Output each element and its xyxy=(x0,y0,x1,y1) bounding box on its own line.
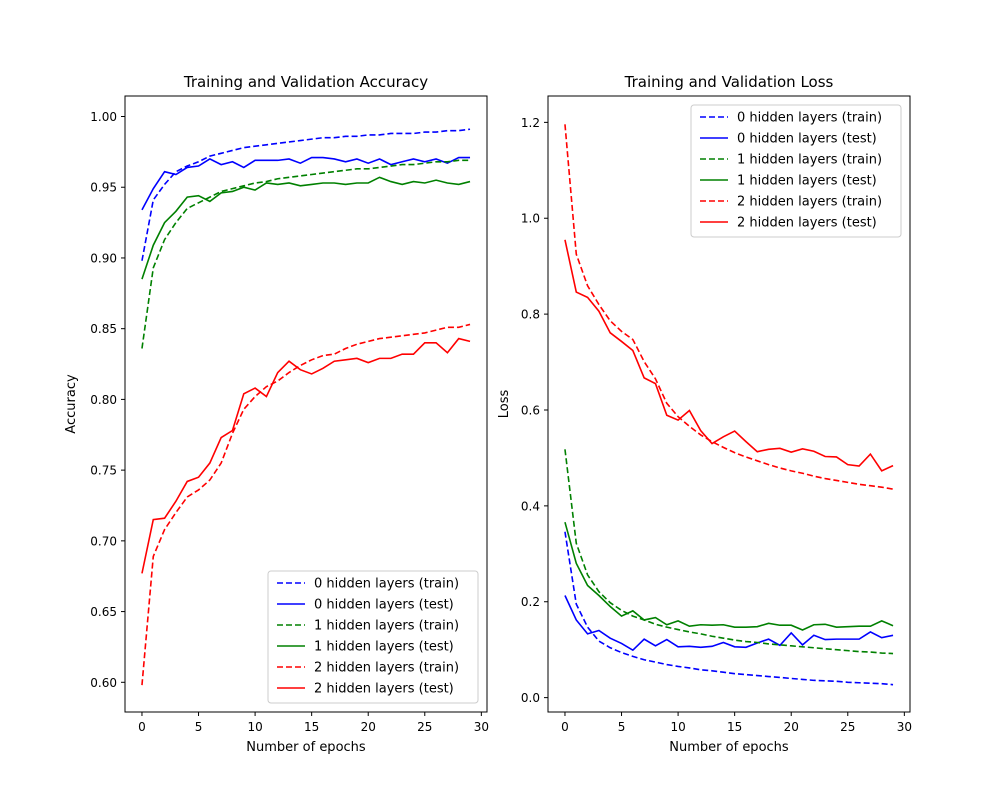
y-tick-label: 0.0 xyxy=(521,691,540,705)
y-axis-label: Accuracy xyxy=(64,374,79,434)
loss-plot: Training and Validation Loss 0 5 10 15 20 25 30… xyxy=(497,73,912,755)
x-tick-label: 10 xyxy=(247,720,262,734)
series-line-2 xyxy=(141,156,471,211)
y-axis-label: Loss xyxy=(497,390,512,419)
legend: 0 hidden layers (train) 0 hidden layers (… xyxy=(267,570,479,704)
x-tick-label: 15 xyxy=(727,720,742,734)
legend-entry-label: 0 hidden layers (test) xyxy=(737,132,877,147)
y-tick-label: 0.6 xyxy=(521,403,540,417)
y-tick-label: 0.65 xyxy=(90,605,117,619)
accuracy-plot: Training and Validation Accuracy 0 5 10 15 20… xyxy=(64,73,489,755)
x-tick-label: 5 xyxy=(618,720,626,734)
x-tick-label: 15 xyxy=(304,720,319,734)
y-tick-label: 1.2 xyxy=(521,116,540,130)
x-tick-label: 25 xyxy=(417,720,432,734)
y-tick-label: 0.70 xyxy=(90,534,117,548)
x-tick-label: 0 xyxy=(138,720,146,734)
chart-title: Training and Validation Accuracy xyxy=(183,73,428,91)
x-tick-label: 10 xyxy=(670,720,685,734)
y-tick-label: 0.75 xyxy=(90,464,117,478)
series-line-6 xyxy=(141,337,471,574)
legend-entry-label: 1 hidden layers (test) xyxy=(314,640,454,655)
x-tick-label: 5 xyxy=(195,720,203,734)
legend-entry-label: 0 hidden layers (train) xyxy=(737,111,882,126)
x-tick-label: 20 xyxy=(784,720,799,734)
legend-entry-label: 2 hidden layers (train) xyxy=(737,195,882,210)
legend-entry-label: 1 hidden layers (test) xyxy=(737,174,877,189)
series-line-1 xyxy=(564,531,894,686)
x-tick-label: 0 xyxy=(561,720,569,734)
x-tick-label: 20 xyxy=(361,720,376,734)
series-line-5 xyxy=(564,124,894,490)
y-tick-label: 0.85 xyxy=(90,322,117,336)
y-tick-label: 1.00 xyxy=(90,110,117,124)
x-tick-label: 30 xyxy=(474,720,489,734)
legend-entry-label: 1 hidden layers (train) xyxy=(314,619,459,634)
legend-box xyxy=(690,104,902,238)
y-tick-label: 1.0 xyxy=(521,212,540,226)
series-line-4 xyxy=(141,176,471,280)
y-tick-label: 0.60 xyxy=(90,676,117,690)
legend-box xyxy=(267,570,479,704)
series-line-3 xyxy=(141,159,471,349)
legend-entry-label: 0 hidden layers (test) xyxy=(314,598,454,613)
legend-entry-label: 2 hidden layers (test) xyxy=(314,682,454,697)
legend-entry-label: 2 hidden layers (test) xyxy=(737,216,877,231)
series-line-1 xyxy=(141,128,471,261)
legend-entry-label: 1 hidden layers (train) xyxy=(737,153,882,168)
x-tick-label: 25 xyxy=(840,720,855,734)
axes-frame xyxy=(547,95,911,713)
series-line-3 xyxy=(564,449,894,655)
y-tick-label: 0.4 xyxy=(521,499,540,513)
x-axis-label: Number of epochs xyxy=(669,740,789,755)
x-axis-label: Number of epochs xyxy=(246,740,366,755)
legend: 0 hidden layers (train) 0 hidden layers (… xyxy=(690,104,902,238)
y-tick-label: 0.95 xyxy=(90,181,117,195)
legend-entry-label: 0 hidden layers (train) xyxy=(314,577,459,592)
x-tick-label: 30 xyxy=(897,720,912,734)
series-line-6 xyxy=(564,239,894,472)
y-tick-label: 0.2 xyxy=(521,595,540,609)
series-line-2 xyxy=(564,595,894,652)
series-line-4 xyxy=(564,521,894,631)
legend-entry-label: 2 hidden layers (train) xyxy=(314,661,459,676)
chart-title: Training and Validation Loss xyxy=(624,73,834,91)
y-tick-label: 0.90 xyxy=(90,251,117,265)
y-tick-label: 0.8 xyxy=(521,308,540,322)
axes-frame xyxy=(124,95,488,713)
series-line-5 xyxy=(141,323,471,686)
y-tick-label: 0.80 xyxy=(90,393,117,407)
